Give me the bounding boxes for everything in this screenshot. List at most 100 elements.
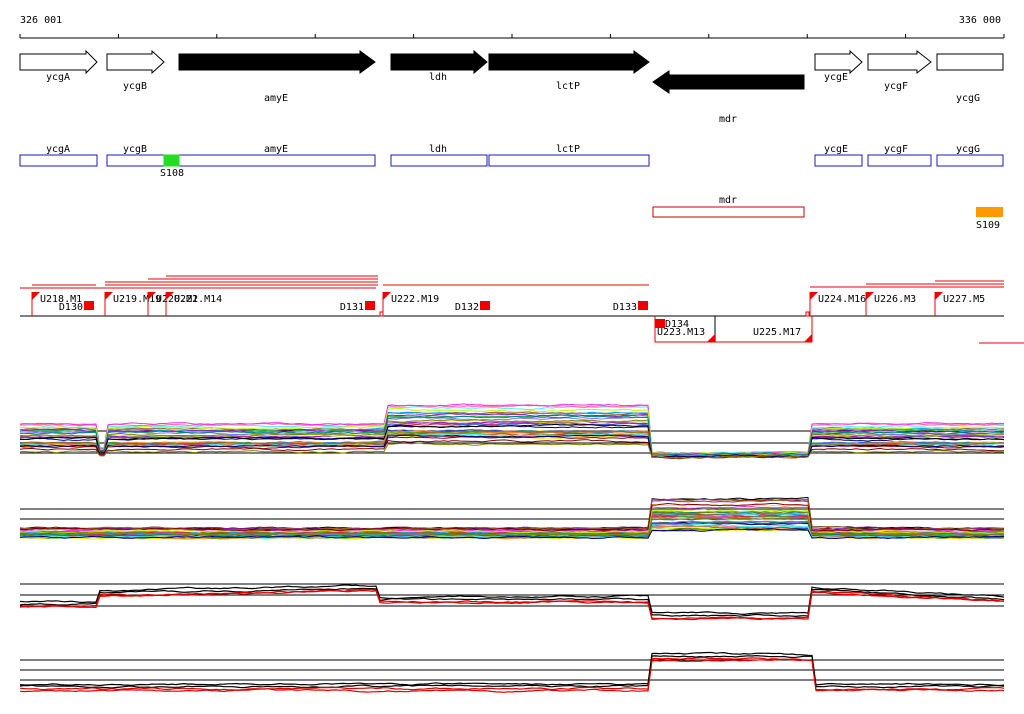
svg-text:ycgF: ycgF <box>884 144 908 155</box>
svg-text:D134: D134 <box>665 319 689 330</box>
expression-trace <box>19 418 1005 457</box>
downshift-D133[interactable]: D133 <box>613 301 648 313</box>
svg-text:U223.M13: U223.M13 <box>657 327 705 338</box>
svg-text:U219.M19: U219.M19 <box>113 294 161 305</box>
svg-text:ldh: ldh <box>429 144 447 155</box>
site-S108[interactable]: S108 <box>160 154 184 179</box>
ruler-end-label: 336 000 <box>959 15 1001 26</box>
expression-trace <box>19 434 1005 458</box>
annotation-box-ycgG[interactable]: ycgG <box>936 144 1004 167</box>
site-S109[interactable]: S109 <box>976 207 1003 231</box>
svg-text:ycgG: ycgG <box>956 93 980 104</box>
expression-trace <box>19 654 1005 689</box>
gene-arrow-lctP[interactable]: lctP <box>488 50 650 92</box>
expression-trace <box>19 525 1005 540</box>
svg-text:ycgE: ycgE <box>824 72 848 83</box>
gene-arrow-amyE[interactable]: amyE <box>178 50 376 104</box>
downshift-D134[interactable]: D134 <box>655 319 689 330</box>
segment-track: U218.M1 U219.M19 U220.M2 U221.M14 U222.M… <box>20 275 1024 344</box>
expression-trace <box>19 430 1005 458</box>
svg-text:mdr: mdr <box>719 114 737 125</box>
expression-trace <box>19 442 1005 459</box>
expression-trace <box>19 656 1005 691</box>
gene-arrow-ycgB[interactable]: ycgB <box>106 49 165 92</box>
svg-text:amyE: amyE <box>264 144 288 155</box>
expression-trace <box>19 403 1005 456</box>
svg-text:U221.M14: U221.M14 <box>174 294 222 305</box>
expression-trace <box>19 430 1005 458</box>
expression-trace <box>19 439 1005 460</box>
annotation-box-ycgA[interactable]: ycgA <box>19 144 98 167</box>
annotation-box-track: ycgA ycgB amyE ldh lctP mdr ycgE ycgF <box>19 144 1004 231</box>
gene-arrow-ycgA[interactable]: ycgA <box>19 49 98 83</box>
gene-arrow-ldh[interactable]: ldh <box>390 49 488 83</box>
expression-trace <box>19 407 1005 455</box>
svg-text:U218.M1: U218.M1 <box>40 294 82 305</box>
segment-U222-M19[interactable]: U222.M19 <box>383 292 439 305</box>
expression-trace <box>19 498 1005 531</box>
expression-trace <box>19 521 1005 538</box>
svg-text:U227.M5: U227.M5 <box>943 294 985 305</box>
segment-U220-M2[interactable]: U220.M2 <box>148 292 198 305</box>
downshift-D131[interactable]: D131 <box>340 301 375 313</box>
expression-trace <box>20 508 1004 534</box>
segment-U219-M19[interactable]: U219.M19 <box>105 292 161 305</box>
segment-U221-M14[interactable]: U221.M14 <box>166 292 222 305</box>
expression-trace <box>19 528 1005 540</box>
svg-text:ycgB: ycgB <box>123 81 147 92</box>
expression-trace <box>19 651 1005 687</box>
expression-trace <box>19 423 1005 456</box>
profile-panel-4 <box>19 651 1005 693</box>
annotation-box-mdr[interactable]: mdr <box>652 195 805 218</box>
svg-text:U226.M3: U226.M3 <box>874 294 916 305</box>
annotation-box-ycgE[interactable]: ycgE <box>814 144 863 167</box>
svg-text:U220.M2: U220.M2 <box>156 294 198 305</box>
gene-arrow-ycgG[interactable]: ycgG <box>936 53 1004 104</box>
expression-trace <box>20 517 1005 537</box>
svg-text:D131: D131 <box>340 302 364 313</box>
segment-U224-M16[interactable]: U224.M16 <box>810 292 866 305</box>
expression-trace <box>19 413 1004 456</box>
expression-trace <box>19 415 1005 456</box>
svg-text:U222.M19: U222.M19 <box>391 294 439 305</box>
svg-text:ycgB: ycgB <box>123 144 147 155</box>
svg-text:ycgE: ycgE <box>824 144 848 155</box>
svg-text:ycgA: ycgA <box>46 144 70 155</box>
segment-U218-M1[interactable]: U218.M1 <box>32 292 82 305</box>
downshift-D130[interactable]: D130 <box>59 301 94 313</box>
annotation-box-ldh[interactable]: ldh <box>390 144 488 167</box>
profile-panel-2 <box>19 496 1005 540</box>
gene-arrow-ycgF[interactable]: ycgF <box>867 49 932 92</box>
expression-trace <box>19 584 1005 616</box>
segment-U226-M3[interactable]: U226.M3 <box>866 292 916 305</box>
segment-U223-M13[interactable]: U223.M13 <box>657 327 715 342</box>
svg-text:D133: D133 <box>613 302 637 313</box>
expression-trace <box>19 498 1005 531</box>
annotation-box-amyE[interactable]: amyE <box>178 144 376 167</box>
annotation-box-ycgB[interactable]: ycgB <box>106 144 165 167</box>
svg-text:ycgA: ycgA <box>46 72 70 83</box>
expression-trace <box>19 587 1005 618</box>
expression-trace <box>19 588 1005 621</box>
segment-U227-M5[interactable]: U227.M5 <box>935 292 985 305</box>
svg-text:S108: S108 <box>160 168 184 179</box>
gene-arrow-ycgE[interactable]: ycgE <box>814 49 863 83</box>
coordinate-ruler: 326 001 336 000 <box>19 15 1005 39</box>
expression-trace <box>19 658 1005 693</box>
annotation-box-lctP[interactable]: lctP <box>488 144 650 167</box>
annotation-box-ycgF[interactable]: ycgF <box>867 144 932 167</box>
svg-text:U224.M16: U224.M16 <box>818 294 866 305</box>
svg-text:lctP: lctP <box>556 81 580 92</box>
svg-text:D130: D130 <box>59 302 83 313</box>
svg-text:ldh: ldh <box>429 72 447 83</box>
svg-text:lctP: lctP <box>556 144 580 155</box>
svg-text:amyE: amyE <box>264 93 288 104</box>
profile-panel-3 <box>19 583 1005 621</box>
segment-U225-M17[interactable]: U225.M17 <box>753 327 812 342</box>
expression-trace <box>19 496 1005 531</box>
gene-arrow-track: ycgA ycgB amyE ldh lctP mdr ycgE ycgF <box>19 49 1004 125</box>
gene-arrow-mdr[interactable]: mdr <box>652 70 805 125</box>
downshift-D132[interactable]: D132 <box>455 301 490 313</box>
svg-text:ycgG: ycgG <box>956 144 980 155</box>
